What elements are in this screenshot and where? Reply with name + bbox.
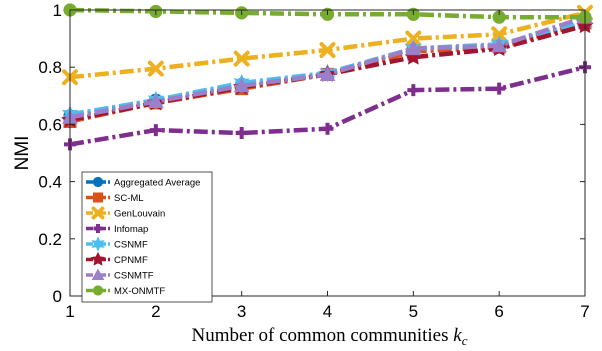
legend-label: Infomap (114, 224, 148, 235)
y-axis-label: NMI (12, 136, 33, 171)
series-7-point (319, 66, 336, 81)
y-tick-label: 0.2 (38, 230, 62, 249)
legend-swatch-marker (91, 206, 105, 220)
legend-swatch-marker (92, 285, 104, 296)
series-4-point (149, 124, 162, 137)
series-7-point (147, 93, 164, 109)
series-4-point (493, 82, 506, 95)
y-tick-label: 1 (53, 1, 62, 20)
y-tick-label: 0.6 (38, 115, 62, 134)
legend-swatch-marker (90, 251, 106, 266)
series-4-point (407, 84, 420, 97)
legend-item: SC-ML (86, 192, 144, 204)
legend-swatch-marker (91, 268, 105, 280)
legend-swatch-marker (93, 192, 103, 203)
legend-item: MX-ONMTF (86, 285, 165, 297)
x-tick-label: 1 (65, 302, 74, 321)
y-tick-label: 0.8 (38, 58, 62, 77)
x-axis-label-variable: k (453, 325, 462, 346)
x-axis-label-text: Number of common communities (192, 325, 454, 346)
series-4-point (321, 122, 334, 135)
series-4-point (235, 126, 248, 139)
x-tick-label: 7 (580, 302, 589, 321)
legend-label: GenLouvain (114, 209, 165, 220)
legend-label: CSNMTF (114, 271, 154, 282)
x-tick-label: 5 (409, 302, 418, 321)
legend-label: Aggregated Average (114, 178, 200, 189)
x-tick-label: 6 (494, 302, 503, 321)
legend-box (81, 171, 213, 303)
legend-item: Aggregated Average (86, 176, 200, 189)
legend-item: CPNMF (86, 251, 148, 266)
series-layer (61, 3, 594, 151)
series-3-point (319, 42, 336, 59)
series-7-point (491, 37, 508, 53)
legend-label: MX-ONMTF (114, 286, 165, 297)
x-axis-label: Number of common communities kc (192, 325, 468, 348)
legend-swatch-marker (92, 176, 104, 188)
x-tick-label: 3 (237, 302, 246, 321)
legend-label: CPNMF (114, 255, 148, 266)
series-3-point (233, 50, 250, 67)
series-7-point (233, 77, 250, 93)
y-tick-label: 0 (53, 287, 62, 306)
legend-swatch-marker (91, 236, 105, 252)
legend-swatch-marker (93, 224, 103, 233)
y-tick-label: 0.4 (38, 173, 62, 192)
series-3-point (491, 26, 508, 43)
legend-item: CSNMF (86, 236, 148, 252)
legend-item: Infomap (86, 224, 148, 235)
legend-label: SC-ML (114, 193, 144, 204)
series-3-point (405, 30, 422, 47)
legend-item: CSNMTF (86, 268, 154, 282)
series-7-point (405, 40, 422, 56)
x-tick-label: 2 (151, 302, 160, 321)
series-3-point (147, 60, 164, 77)
legend-item: GenLouvain (86, 206, 165, 220)
x-axis-label-subscript: c (462, 333, 468, 348)
legend: Aggregated Average SC-ML GenLouvain Infomap… (81, 171, 213, 303)
legend-label: CSNMF (114, 240, 148, 251)
tick-labels: 1 2 3 4 5 6 7 0 0.2 0.4 0.6 0.8 1 (38, 1, 589, 321)
x-tick-label: 4 (323, 302, 332, 321)
